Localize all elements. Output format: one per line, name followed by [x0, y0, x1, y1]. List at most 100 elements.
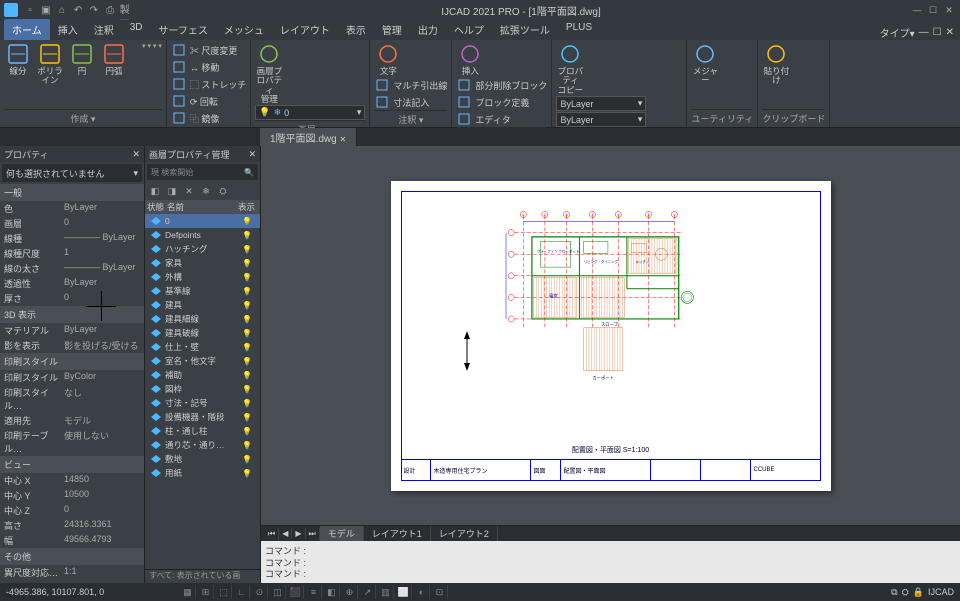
layer-delete-icon[interactable]: ✕	[182, 184, 196, 198]
command-line[interactable]: コマンド :コマンド :コマンド :	[261, 541, 960, 583]
layout-tab[interactable]: レイアウト2	[431, 526, 498, 541]
status-toggle-icon[interactable]: ≡	[306, 585, 322, 599]
layout-nav-icon[interactable]: ⏮	[265, 528, 279, 540]
layer-new-icon[interactable]: ◨	[165, 184, 179, 198]
minimize-icon[interactable]: —	[910, 4, 924, 16]
property-row[interactable]: 透過性ByLayer	[0, 276, 144, 291]
layer-search-input[interactable]: 現 検索開始🔍	[147, 164, 258, 180]
property-row[interactable]: マテリアルByLayer	[0, 323, 144, 338]
ribbon-button[interactable]: ⟳ 回転	[171, 93, 247, 109]
property-row[interactable]: 高さ24316.3361	[0, 518, 144, 533]
lock-icon[interactable]: 🔒	[913, 587, 924, 598]
status-toggle-icon[interactable]: ⬚	[216, 585, 232, 599]
workspace-icon[interactable]: ⛭	[902, 587, 909, 598]
property-combo[interactable]: ByLayer▾	[556, 96, 646, 111]
property-row[interactable]: 画層0	[0, 216, 144, 231]
layout-tab[interactable]: モデル	[320, 526, 364, 541]
layer-row[interactable]: 建具細線💡	[145, 312, 260, 326]
property-row[interactable]: 中心 Z0	[0, 503, 144, 518]
property-row[interactable]: 線の太さ———— ByLayer	[0, 261, 144, 276]
layer-row[interactable]: 柱・通し柱💡	[145, 424, 260, 438]
property-group-header[interactable]: 一般	[0, 184, 144, 201]
print-icon[interactable]: ⎙	[104, 4, 116, 16]
layer-row[interactable]: 建具破線💡	[145, 326, 260, 340]
selection-combo[interactable]: 何も選択されていません▾	[2, 164, 142, 182]
property-row[interactable]: 印刷スタイルByColor	[0, 370, 144, 385]
property-group-header[interactable]: ビュー	[0, 456, 144, 473]
ribbon-tab-0[interactable]: ホーム	[4, 19, 50, 40]
ribbon-minimize-icon[interactable]: —	[919, 27, 929, 38]
ribbon-tab-7[interactable]: 表示	[338, 19, 374, 40]
status-toggle-icon[interactable]: ⊙	[252, 585, 268, 599]
ribbon-tab-10[interactable]: ヘルプ	[446, 19, 492, 40]
layer-freeze-icon[interactable]: ❄	[199, 184, 213, 198]
layer-row[interactable]: ハッチング💡	[145, 242, 260, 256]
ribbon-button[interactable]: ブロック定義	[456, 94, 547, 110]
property-row[interactable]: 線種尺度1	[0, 246, 144, 261]
property-row[interactable]: 中心 Y10500	[0, 488, 144, 503]
ribbon-button[interactable]: ポリライン	[36, 42, 64, 86]
property-row[interactable]: 異尺度対応…1:1	[0, 565, 144, 580]
status-toggle-icon[interactable]: ⊡	[432, 585, 448, 599]
ribbon-button[interactable]: マルチ引出線	[374, 77, 447, 93]
layer-row[interactable]: 寸法・記号💡	[145, 396, 260, 410]
ribbon-button[interactable]: 挿入	[456, 42, 484, 76]
property-group-header[interactable]: その他	[0, 548, 144, 565]
save-icon[interactable]: ⌂	[56, 4, 68, 16]
ribbon-help-icon[interactable]: ☐	[933, 27, 942, 38]
layer-filter-icon[interactable]: ◧	[148, 184, 162, 198]
ribbon-tab-9[interactable]: 出力	[410, 19, 446, 40]
status-toggle-icon[interactable]: ▥	[378, 585, 394, 599]
layout-nav-icon[interactable]: ⏭	[306, 528, 320, 540]
property-row[interactable]: 印刷スタイル…なし	[0, 385, 144, 413]
maximize-icon[interactable]: ☐	[926, 4, 940, 16]
property-combo[interactable]: ByLayer▾	[556, 112, 646, 127]
layer-row[interactable]: Defpoints💡	[145, 228, 260, 242]
status-toggle-icon[interactable]: ↗	[360, 585, 376, 599]
layer-row[interactable]: 外構💡	[145, 270, 260, 284]
status-toggle-icon[interactable]: ∟	[234, 585, 250, 599]
layer-row[interactable]: 0💡	[145, 214, 260, 228]
layer-row[interactable]: 室名・他文字💡	[145, 354, 260, 368]
ribbon-tab-5[interactable]: メッシュ	[216, 19, 272, 40]
workspace-dropdown[interactable]: タイプ▾	[880, 25, 915, 40]
ribbon-tab-8[interactable]: 管理	[374, 19, 410, 40]
ribbon-button[interactable]: メジャー	[691, 42, 719, 86]
ribbon-tab-11[interactable]: 拡張ツール	[492, 19, 558, 40]
layer-row[interactable]: 基準線💡	[145, 284, 260, 298]
status-toggle-icon[interactable]: ⬛	[288, 585, 304, 599]
ribbon-button[interactable]: エディタ	[456, 111, 547, 127]
ribbon-tab-4[interactable]: サーフェス	[151, 19, 216, 40]
ribbon-tab-3[interactable]: 3D	[122, 19, 151, 40]
status-toggle-icon[interactable]: ⊕	[342, 585, 358, 599]
ribbon-button[interactable]: 円	[68, 42, 96, 86]
layout-nav-icon[interactable]: ◀	[279, 528, 292, 539]
property-group-header[interactable]: 印刷スタイル	[0, 353, 144, 370]
property-row[interactable]: 線種———— ByLayer	[0, 231, 144, 246]
close-icon[interactable]: ✕	[942, 4, 956, 16]
layer-row[interactable]: 通り芯・通り…💡	[145, 438, 260, 452]
ribbon-button[interactable]: ✂ 尺度変更	[171, 42, 247, 58]
palette-close-icon[interactable]: ✕	[248, 149, 256, 160]
ribbon-button[interactable]: 寸法記入	[374, 94, 447, 110]
ribbon-button[interactable]: 画層プロパティ管理	[255, 42, 283, 104]
drawing-area[interactable]: ①②③④⑤⑥⑦スロープカーポートウォークイン クローゼット寝室リビング・ダイニン…	[261, 146, 960, 583]
layer-row[interactable]: 図枠💡	[145, 382, 260, 396]
ribbon-button[interactable]: 文字	[374, 42, 402, 76]
layer-state-icon[interactable]: ⛭	[216, 184, 230, 198]
property-row[interactable]: 中心 X14850	[0, 473, 144, 488]
layer-row[interactable]: 設備機器・階段💡	[145, 410, 260, 424]
layer-row[interactable]: 建具💡	[145, 298, 260, 312]
ribbon-tab-12[interactable]: PLUS	[558, 19, 600, 40]
status-toggle-icon[interactable]: ◐	[414, 585, 430, 599]
ribbon-tab-2[interactable]: 注釈	[86, 19, 122, 40]
status-toggle-icon[interactable]: ⊞	[198, 585, 214, 599]
layout-tab[interactable]: レイアウト1	[364, 526, 431, 541]
layer-combo[interactable]: 💡❄0▾	[255, 105, 365, 120]
property-row[interactable]: 幅49566.4793	[0, 533, 144, 548]
ribbon-button[interactable]: ⿻ 鏡像	[171, 110, 247, 126]
ribbon-tab-6[interactable]: レイアウト	[272, 19, 338, 40]
layer-row[interactable]: 家具💡	[145, 256, 260, 270]
status-toggle-icon[interactable]: ◧	[324, 585, 340, 599]
property-row[interactable]: 印刷テーブル…使用しない	[0, 428, 144, 456]
